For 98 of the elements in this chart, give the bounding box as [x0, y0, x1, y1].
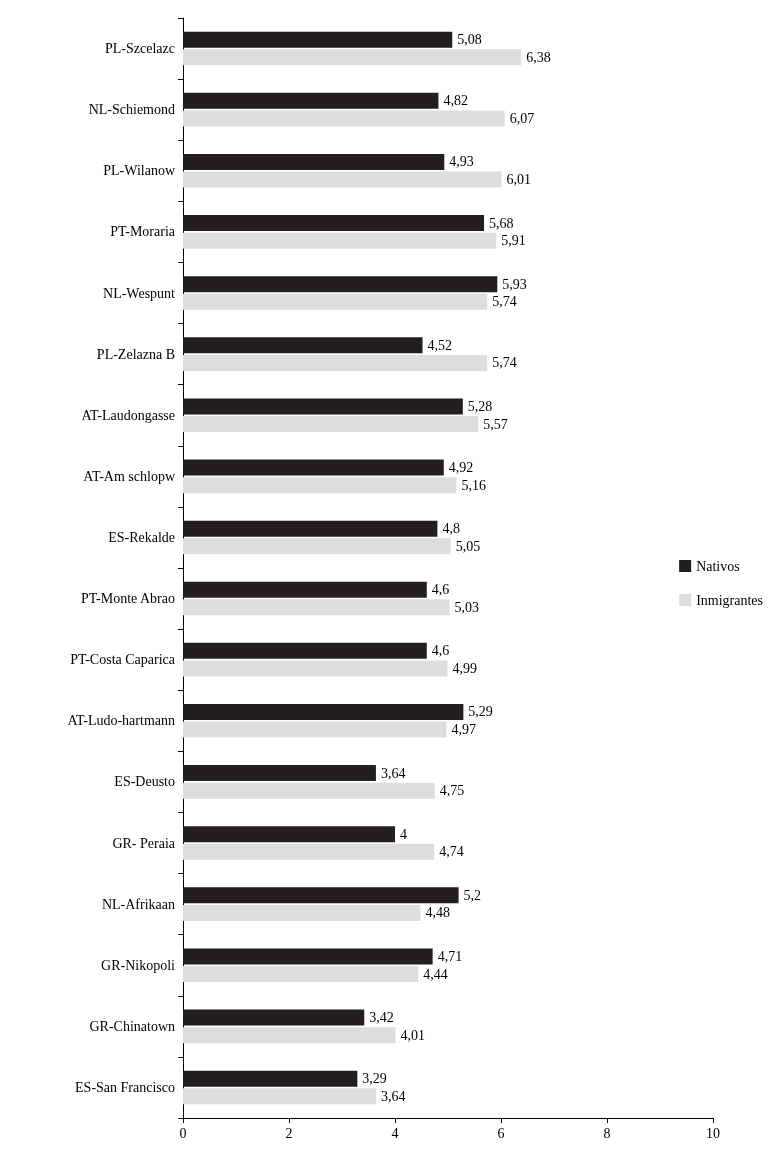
- data-label: 4,75: [439, 783, 465, 799]
- bar: [183, 599, 450, 616]
- data-label: 4,6: [431, 582, 450, 598]
- bar: [183, 538, 451, 555]
- bar: [183, 171, 502, 188]
- y-tick-label: NL-Afrikaan: [101, 896, 175, 912]
- y-tick-label: PT-Monte Abrao: [81, 591, 175, 607]
- bar: [183, 887, 459, 904]
- bar: [183, 520, 438, 537]
- y-tick-label: GR-Chinatown: [89, 1018, 175, 1034]
- bar: [183, 92, 439, 109]
- bar: [183, 337, 423, 354]
- y-tick-label: ES-San Francisco: [75, 1079, 175, 1095]
- y-tick-label: AT-Laudongasse: [81, 407, 175, 423]
- y-tick-label: GR-Nikopoli: [101, 957, 176, 973]
- data-label: 3,64: [380, 765, 406, 781]
- data-label: 4,01: [400, 1027, 426, 1043]
- bar: [183, 398, 463, 415]
- legend-label: Nativos: [696, 558, 740, 574]
- data-label: 6,07: [509, 110, 535, 126]
- bar: [183, 110, 505, 127]
- data-label: 5,74: [492, 294, 517, 310]
- data-label: 4,97: [451, 722, 476, 738]
- bar: [183, 49, 522, 66]
- bar: [183, 843, 435, 860]
- data-label: 6,01: [506, 172, 532, 188]
- data-label: 5,29: [468, 704, 493, 720]
- x-tick-label: 6: [497, 1125, 505, 1141]
- data-label: 4,48: [425, 905, 450, 921]
- data-label: 4,71: [437, 948, 463, 964]
- data-label: 5,16: [461, 477, 486, 493]
- bar: [183, 1088, 376, 1105]
- bar: [183, 765, 376, 782]
- bar: [183, 1070, 358, 1087]
- data-label: 3,42: [369, 1010, 394, 1026]
- x-tick-label: 0: [179, 1125, 187, 1141]
- bar: [183, 703, 464, 720]
- data-label: 5,68: [489, 215, 514, 231]
- y-tick-label: ES-Rekalde: [108, 529, 175, 545]
- bar: [183, 293, 488, 310]
- bar: [183, 215, 485, 232]
- data-label: 4,8: [442, 521, 460, 537]
- data-label: 4,44: [423, 966, 448, 982]
- bar: [183, 153, 445, 170]
- bar: [183, 904, 421, 921]
- bar: [183, 31, 453, 48]
- y-tick-label: PL-Szcelazc: [105, 41, 175, 57]
- legend-label: Inmigrantes: [696, 592, 764, 608]
- bar: [183, 232, 497, 249]
- bar: [183, 826, 395, 843]
- bar: [183, 459, 444, 476]
- data-label: 4,6: [431, 643, 450, 659]
- x-tick-label: 2: [285, 1125, 293, 1141]
- bar: [183, 477, 457, 494]
- data-label: 5,08: [457, 32, 482, 48]
- bar: [183, 948, 433, 965]
- data-label: 3,29: [362, 1071, 387, 1087]
- x-tick-label: 8: [603, 1125, 611, 1141]
- bar: [183, 782, 435, 799]
- bar: [183, 416, 479, 433]
- data-label: 5,28: [467, 398, 493, 414]
- y-tick-label: NL-Wespunt: [103, 285, 176, 301]
- y-tick-label: ES-Deusto: [114, 774, 175, 790]
- data-label: 4,52: [427, 337, 453, 353]
- data-label: 4: [400, 826, 407, 842]
- y-tick-label: PL-Zelazna B: [96, 346, 175, 362]
- bar: [183, 1027, 396, 1044]
- y-tick-label: NL-Schiemond: [88, 102, 175, 118]
- data-label: 5,74: [492, 355, 517, 371]
- data-label: 4,93: [449, 154, 474, 170]
- bar: [183, 354, 488, 371]
- y-tick-label: PT-Costa Caparica: [70, 652, 176, 668]
- data-label: 4,92: [448, 460, 474, 476]
- bar: [183, 966, 419, 983]
- bar: [183, 276, 498, 293]
- data-label: 5,91: [501, 233, 526, 249]
- x-tick-label: 4: [391, 1125, 399, 1141]
- data-label: 4,74: [439, 844, 464, 860]
- data-label: 5,93: [502, 276, 527, 292]
- y-tick-label: AT-Am schlopw: [83, 468, 176, 484]
- bar: [183, 581, 427, 598]
- data-label: 5,57: [483, 416, 508, 432]
- y-tick-label: AT-Ludo-hartmann: [67, 713, 175, 729]
- bar: [183, 1009, 365, 1026]
- y-tick-label: GR- Peraia: [112, 835, 176, 851]
- bar: [183, 721, 447, 738]
- bar: [183, 660, 448, 677]
- data-label: 3,64: [380, 1088, 406, 1104]
- data-label: 5,2: [463, 887, 482, 903]
- y-tick-label: PL-Wilanow: [103, 163, 176, 179]
- data-label: 4,82: [443, 93, 468, 109]
- data-label: 5,05: [455, 538, 481, 554]
- x-tick-label: 10: [706, 1125, 720, 1141]
- data-label: 5,03: [454, 599, 480, 615]
- data-label: 6,38: [526, 49, 551, 65]
- y-tick-label: PT-Moraria: [110, 224, 176, 240]
- data-label: 4,99: [452, 660, 477, 676]
- bar: [183, 642, 427, 659]
